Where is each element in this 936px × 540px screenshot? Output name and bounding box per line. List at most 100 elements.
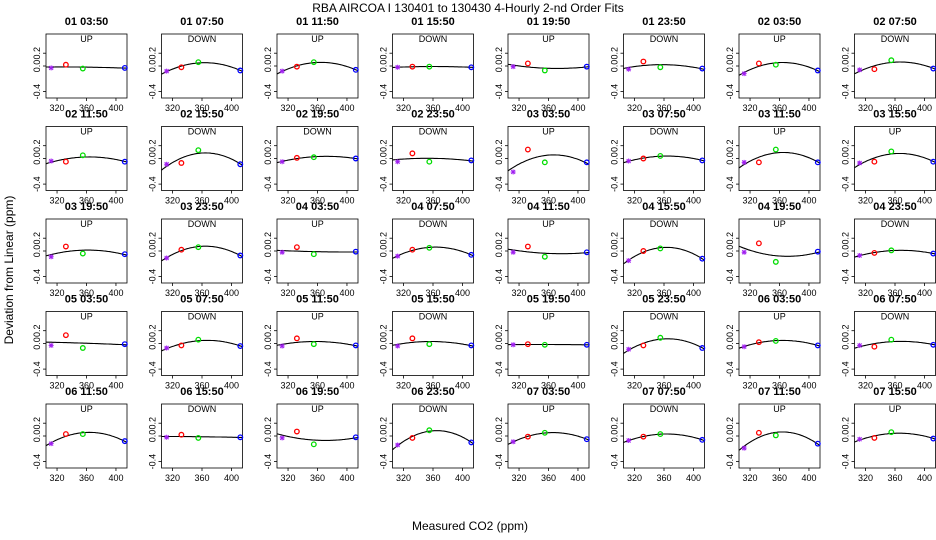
data-point-2 xyxy=(524,243,531,250)
panel-13: 03 07:50 DOWN -0.4 0.00.2 320 360 400 xyxy=(610,109,706,206)
panel-title: 04 03:50 xyxy=(296,201,339,213)
panel-direction: DOWN xyxy=(650,312,679,322)
data-point-2 xyxy=(293,428,300,435)
y-tick-label: -0.4 xyxy=(379,454,389,470)
data-point-3 xyxy=(657,64,664,71)
x-tick-label: 400 xyxy=(801,381,816,391)
y-tick-label: 0.0 xyxy=(379,430,389,443)
y-tick-label: -0.4 xyxy=(494,269,504,285)
y-tick-label: 0.0 xyxy=(379,337,389,350)
panel-direction: UP xyxy=(773,219,786,229)
x-tick-label: 320 xyxy=(50,288,65,298)
fit-curve xyxy=(45,156,128,165)
data-point-4 xyxy=(814,342,821,349)
data-point-3 xyxy=(541,159,548,166)
y-tick-label: 0.2 xyxy=(841,417,851,430)
data-point-1 xyxy=(626,158,632,164)
data-point-2 xyxy=(178,64,185,71)
y-tick-label: 0.2 xyxy=(725,324,735,337)
panel-8: 02 11:50 UP -0.4 0.00.2 320 360 400 xyxy=(32,109,128,206)
data-point-1 xyxy=(48,158,54,164)
y-tick-label: 0.2 xyxy=(32,47,42,60)
panel-title: 01 19:50 xyxy=(527,16,570,28)
x-tick-label: 320 xyxy=(281,103,296,113)
x-tick-label: 360 xyxy=(425,288,440,298)
x-tick-label: 360 xyxy=(541,288,556,298)
y-tick-label: -0.4 xyxy=(32,361,42,377)
x-tick-label: 320 xyxy=(858,473,873,483)
data-point-1 xyxy=(857,436,863,442)
y-tick-label: 0.0 xyxy=(32,430,42,443)
panel-title: 03 23:50 xyxy=(180,201,223,213)
y-tick-label: 0.2 xyxy=(32,417,42,430)
y-tick-label: 0.2 xyxy=(494,417,504,430)
panel-9: 02 15:50 DOWN -0.4 0.00.2 320 360 400 xyxy=(148,109,244,206)
x-tick-label: 320 xyxy=(165,196,180,206)
y-tick-label: 0.0 xyxy=(263,430,273,443)
x-tick-label: 400 xyxy=(686,381,701,391)
panel-25: 05 07:50 DOWN -0.4 0.00.2 320 360 400 xyxy=(148,294,244,391)
data-point-1 xyxy=(395,159,401,165)
data-point-1 xyxy=(395,64,401,70)
panel-title: 01 23:50 xyxy=(642,16,685,28)
data-point-4 xyxy=(699,345,706,351)
x-tick-label: 320 xyxy=(627,288,642,298)
data-point-2 xyxy=(62,431,69,438)
data-point-1 xyxy=(857,67,863,73)
y-tick-label: -0.4 xyxy=(725,269,735,285)
data-point-3 xyxy=(888,57,895,64)
x-tick-label: 400 xyxy=(224,288,239,298)
data-point-4 xyxy=(352,66,359,73)
data-point-4 xyxy=(468,64,475,71)
fit-curve xyxy=(45,341,127,346)
data-point-1 xyxy=(510,64,516,70)
x-tick-label: 320 xyxy=(50,381,65,391)
x-tick-label: 400 xyxy=(108,103,123,113)
data-point-2 xyxy=(755,159,762,166)
panel-direction: UP xyxy=(80,219,93,229)
y-tick-label: 0.0 xyxy=(725,430,735,443)
panel-title: 06 07:50 xyxy=(873,294,916,306)
y-tick-label: 0.2 xyxy=(263,324,273,337)
panel-27: 05 15:50 DOWN -0.4 0.00.2 320 360 400 xyxy=(379,294,475,391)
panel-title: 03 15:50 xyxy=(873,109,916,121)
y-tick-label: 0.2 xyxy=(610,47,620,60)
panel-21: 04 15:50 DOWN -0.4 0.00.2 320 360 400 xyxy=(610,201,706,298)
fit-curve xyxy=(46,66,128,69)
panel-title: 01 03:50 xyxy=(65,16,108,28)
data-point-4 xyxy=(468,342,475,349)
data-point-3 xyxy=(79,152,86,159)
data-point-3 xyxy=(541,253,548,260)
data-point-1 xyxy=(626,346,632,352)
panel-title: 06 11:50 xyxy=(65,386,108,398)
y-tick-label: -0.4 xyxy=(494,84,504,100)
y-tick-label: -0.4 xyxy=(494,361,504,377)
x-tick-label: 400 xyxy=(686,196,701,206)
y-tick-label: 0.2 xyxy=(148,232,158,245)
fit-curve xyxy=(507,63,590,69)
y-tick-label: 0.2 xyxy=(379,47,389,60)
fit-curve xyxy=(507,154,590,172)
y-tick-label: 0.2 xyxy=(32,232,42,245)
x-tick-label: 400 xyxy=(686,288,701,298)
panel-title: 02 07:50 xyxy=(873,16,916,28)
data-point-4 xyxy=(237,252,244,259)
x-tick-label: 320 xyxy=(396,288,411,298)
y-tick-label: 0.2 xyxy=(379,324,389,337)
panel-title: 04 19:50 xyxy=(758,201,801,213)
data-point-2 xyxy=(293,154,300,161)
x-tick-label: 360 xyxy=(541,103,556,113)
data-point-3 xyxy=(772,146,779,153)
panel-direction: UP xyxy=(889,127,902,137)
panel-title: 03 07:50 xyxy=(642,109,685,121)
x-tick-label: 400 xyxy=(339,103,354,113)
fit-curve xyxy=(45,249,128,257)
data-point-2 xyxy=(640,155,647,162)
x-tick-label: 320 xyxy=(627,381,642,391)
y-tick-label: 0.2 xyxy=(494,324,504,337)
x-tick-label: 320 xyxy=(743,288,758,298)
data-point-2 xyxy=(871,343,878,350)
x-tick-label: 320 xyxy=(165,381,180,391)
panel-title: 05 15:50 xyxy=(411,294,454,306)
panel-direction: DOWN xyxy=(188,404,217,414)
